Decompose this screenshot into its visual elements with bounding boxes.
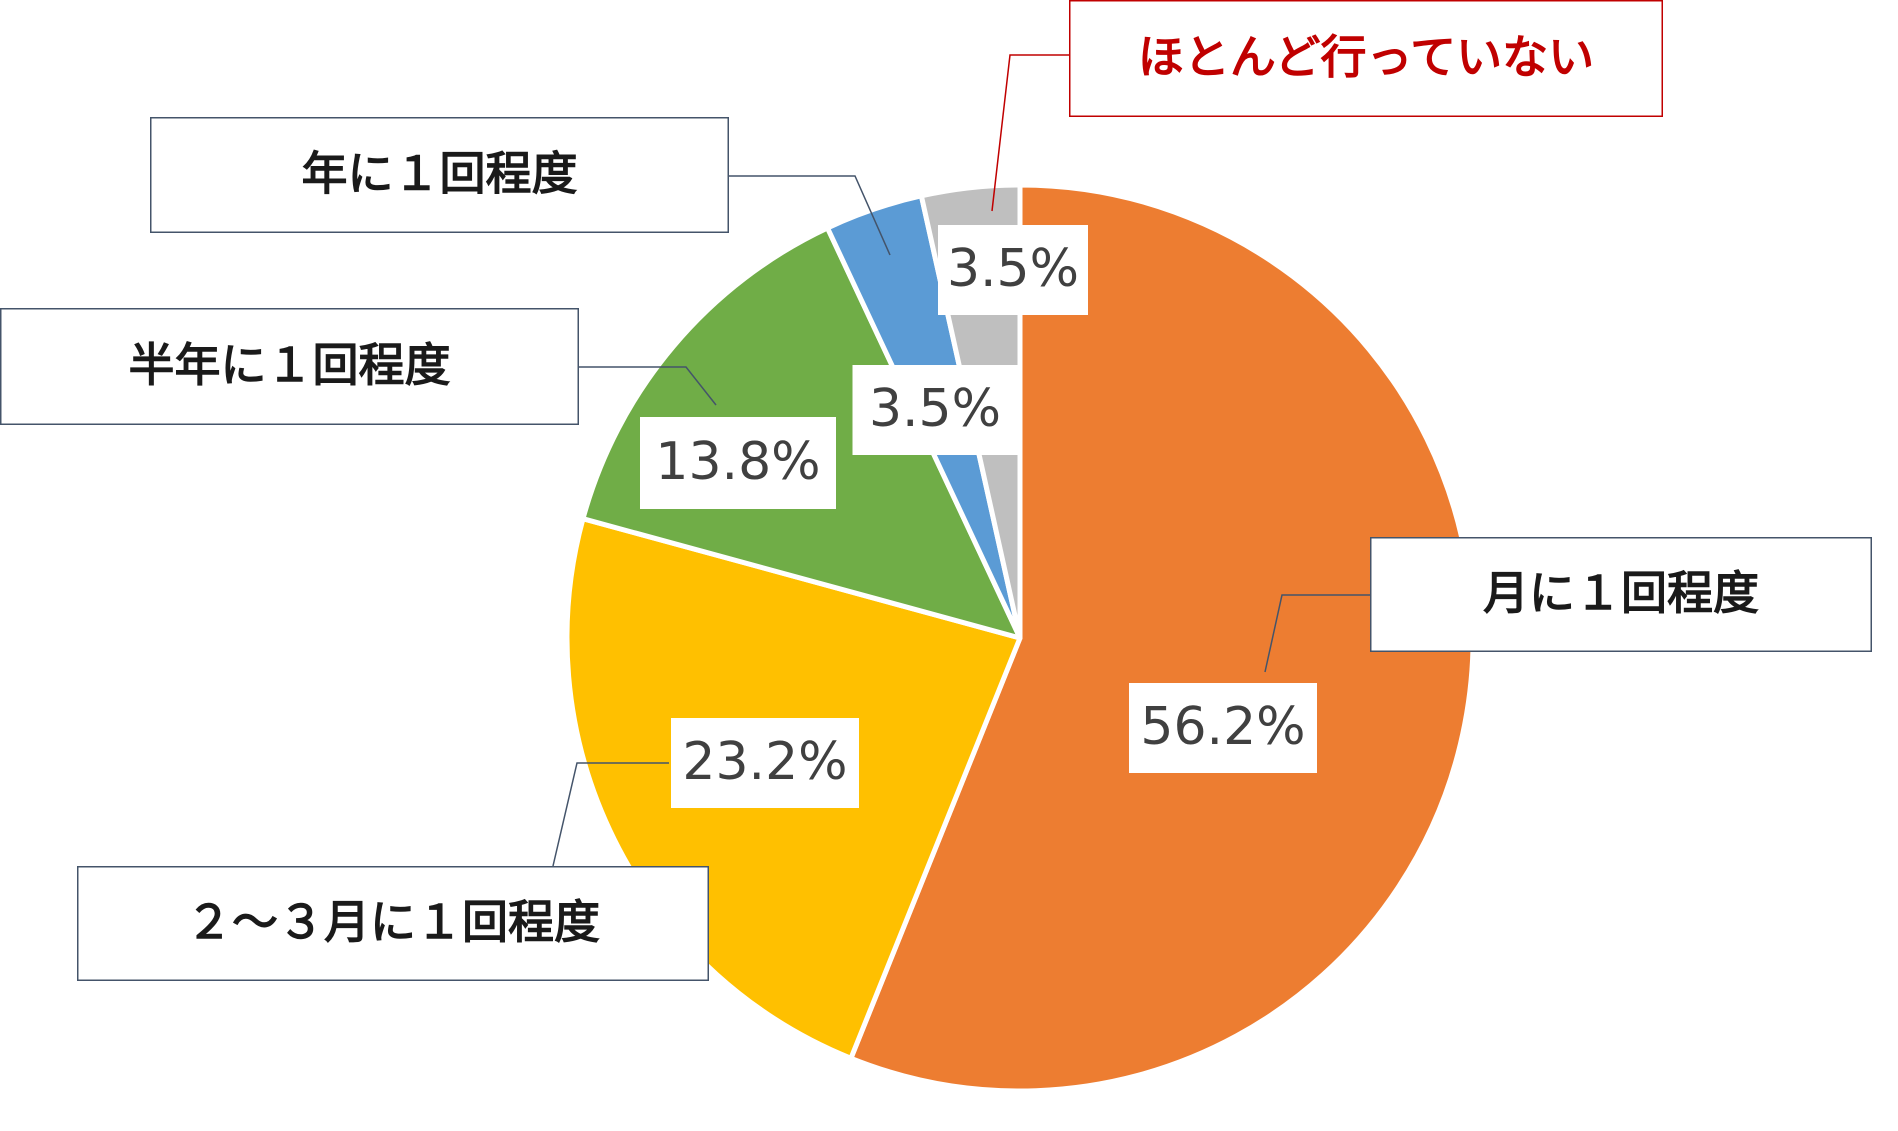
pie-slice <box>848 182 1476 1094</box>
category-label-box <box>0 308 579 425</box>
value-label-text: 13.8% <box>655 432 820 492</box>
value-label: 3.5% <box>852 365 1018 455</box>
leader-line <box>579 366 717 406</box>
category-label-box <box>1370 537 1872 652</box>
category-label-text: ほとんど行っていない <box>1138 30 1594 84</box>
category-label: ほとんど行っていない <box>1069 0 1663 117</box>
value-label-text: 3.5% <box>869 379 1001 439</box>
leader-line <box>552 762 669 867</box>
value-label-box <box>1129 683 1317 773</box>
category-label: 月に１回程度 <box>1370 537 1872 652</box>
value-label: 3.5% <box>938 225 1088 315</box>
category-label: 半年に１回程度 <box>0 308 579 425</box>
value-label: 13.8% <box>640 417 836 509</box>
leader-line <box>991 54 1069 212</box>
category-label-box <box>1069 0 1663 117</box>
category-label-text: 年に１回程度 <box>302 147 578 201</box>
value-label-text: 3.5% <box>947 239 1079 299</box>
category-label: 年に１回程度 <box>150 117 729 233</box>
category-label-text: ２～３月に１回程度 <box>186 895 600 949</box>
leader-line <box>1264 594 1370 673</box>
category-label-text: 月に１回程度 <box>1483 566 1759 620</box>
category-labels-layer: 月に１回程度 ２～３月に１回程度 半年に１回程度 年に１回程度 ほとんど行っていない <box>0 0 1872 981</box>
category-label-box <box>77 866 709 981</box>
value-label-box <box>640 417 836 509</box>
value-label-box <box>852 365 1018 455</box>
value-label: 56.2% <box>1129 683 1317 773</box>
category-label: ２～３月に１回程度 <box>77 866 709 981</box>
value-label-text: 56.2% <box>1140 697 1305 757</box>
leader-lines-layer <box>552 54 1370 867</box>
value-label-box <box>671 718 859 808</box>
value-labels-layer: 56.2% 23.2% 13.8% 3.5% 3.5% <box>640 225 1317 808</box>
value-label-box <box>938 225 1088 315</box>
category-label-box <box>150 117 729 233</box>
category-label-text: 半年に１回程度 <box>129 338 451 392</box>
value-label-text: 23.2% <box>682 732 847 792</box>
value-label: 23.2% <box>671 718 859 808</box>
leader-line <box>729 175 891 256</box>
